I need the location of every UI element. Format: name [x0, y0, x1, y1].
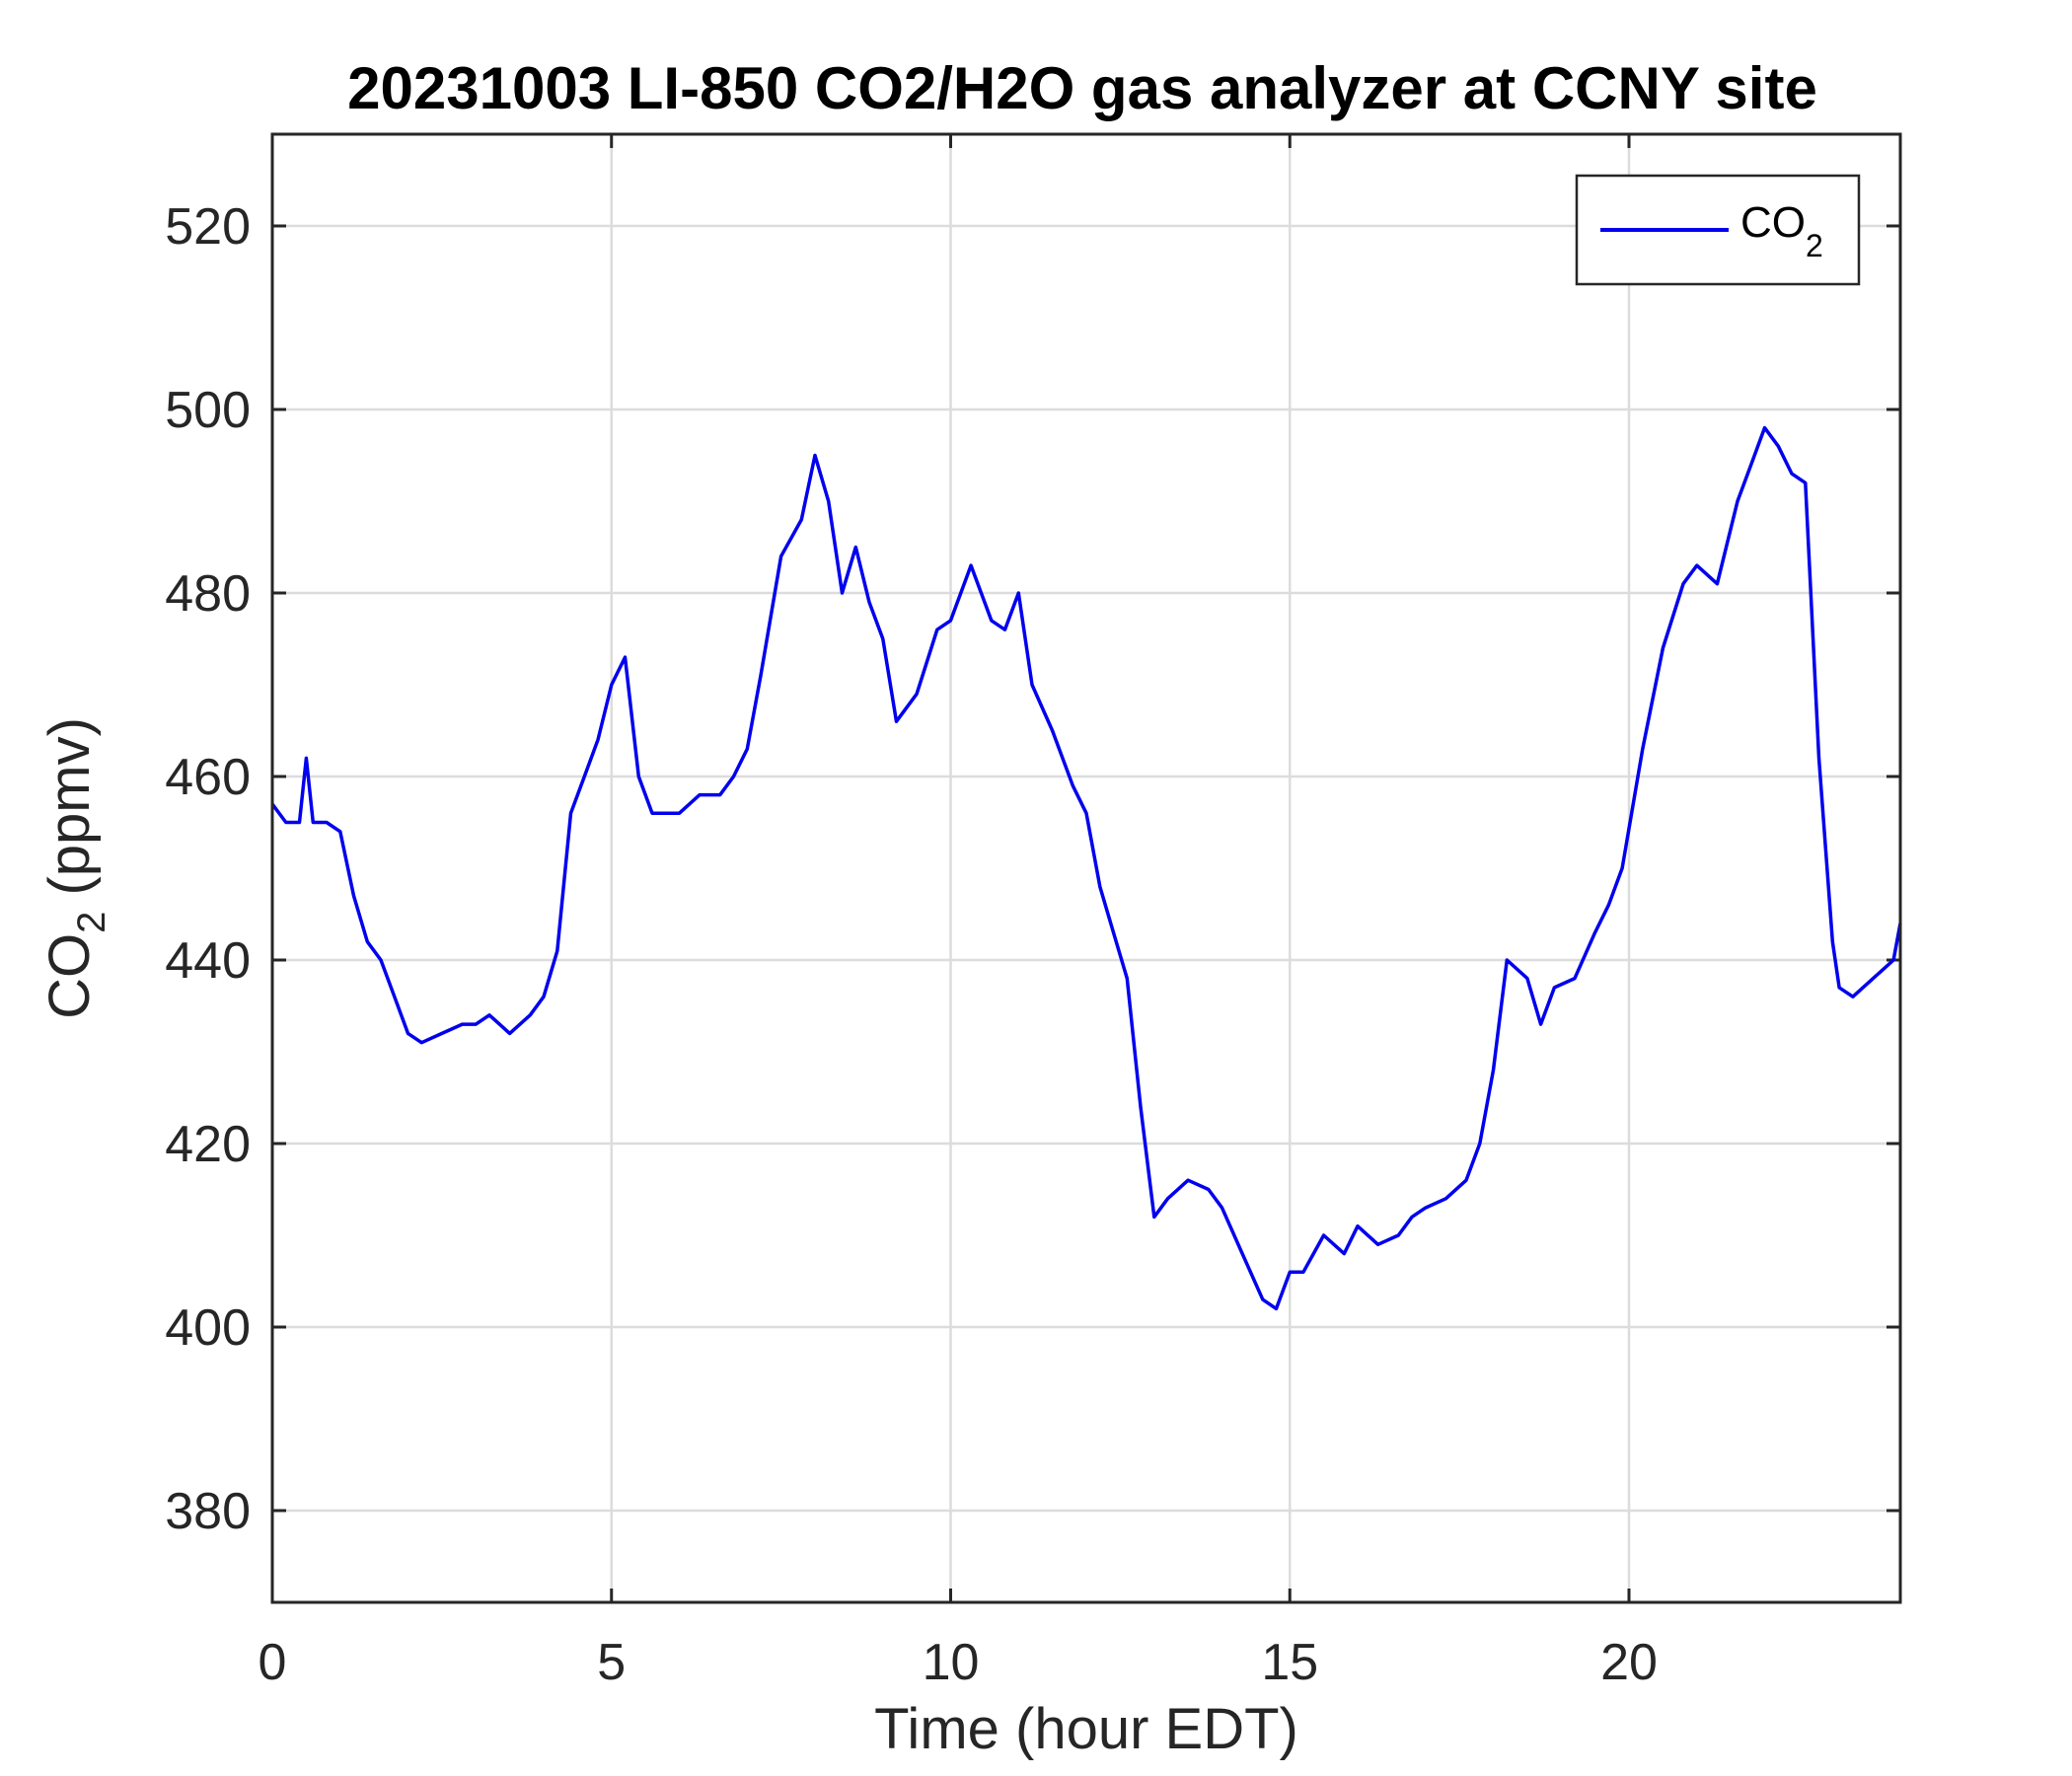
y-axis-label: CO2 (ppmv) — [37, 717, 113, 1019]
y-tick-label: 500 — [165, 382, 251, 439]
y-tick-label: 440 — [165, 932, 251, 990]
grid-lines — [270, 134, 1900, 1602]
plot-frame — [270, 132, 1902, 1604]
series-line-co2 — [270, 425, 1902, 1311]
y-tick-label: 460 — [165, 749, 251, 806]
plot-area — [270, 132, 1902, 1604]
series-layer — [270, 425, 1902, 1311]
legend[interactable]: CO2 — [1575, 174, 1861, 286]
x-tick-label: 15 — [1261, 1634, 1318, 1691]
y-tick-label: 380 — [165, 1483, 251, 1540]
x-tick-label: 5 — [597, 1634, 626, 1691]
y-axis-label-subscript: 2 — [70, 912, 113, 933]
y-tick-label: 480 — [165, 565, 251, 623]
y-tick-label: 400 — [165, 1299, 251, 1357]
chart-title: 20231003 LI-850 CO2/H2O gas analyzer at … — [347, 55, 1817, 121]
x-axis-label: Time (hour EDT) — [874, 1697, 1298, 1761]
y-tick-label: 520 — [165, 198, 251, 256]
legend-label-co2: CO2 — [1740, 198, 1823, 263]
x-tick-labels: 0 5 10 15 20 — [259, 1634, 1658, 1691]
legend-label-main: CO — [1740, 198, 1806, 247]
x-tick-label: 20 — [1600, 1634, 1658, 1691]
plot-background — [272, 134, 1900, 1602]
x-tick-label: 10 — [923, 1634, 980, 1691]
y-tick-labels: 380 400 420 440 460 480 500 520 — [165, 198, 251, 1540]
legend-label-subscript: 2 — [1806, 228, 1823, 263]
y-tick-label: 420 — [165, 1116, 251, 1173]
y-axis-label-main: CO — [37, 933, 102, 1019]
x-tick-label: 0 — [259, 1634, 287, 1691]
y-axis-label-tail: (ppmv) — [37, 717, 102, 912]
